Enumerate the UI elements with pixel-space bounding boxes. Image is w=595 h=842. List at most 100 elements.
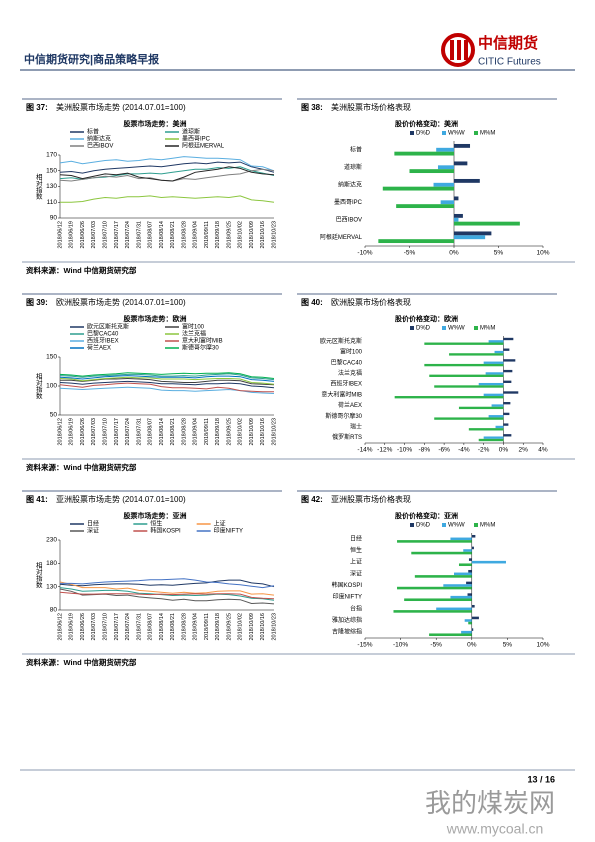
bar xyxy=(471,628,474,631)
series-line xyxy=(59,581,275,596)
bar xyxy=(458,563,472,567)
bar xyxy=(396,204,454,209)
x-tick-label: 2018/08/07 xyxy=(148,418,154,446)
y-tick-label: 180 xyxy=(46,560,57,567)
figure-label: 图 39: xyxy=(26,298,48,307)
x-tick-label: 2018/09/25 xyxy=(226,418,232,446)
bar xyxy=(468,558,472,561)
bar xyxy=(503,412,510,416)
y-axis-label: 相对指数 xyxy=(34,561,42,590)
bar xyxy=(488,340,504,343)
bar xyxy=(494,350,504,354)
legend-label: D%D xyxy=(416,523,431,529)
bar xyxy=(471,546,474,550)
bar xyxy=(468,621,472,625)
x-tick-label: 0% xyxy=(449,250,459,257)
y-tick-label: 台指 xyxy=(350,604,362,612)
figure-label: 图 38: xyxy=(301,103,323,112)
x-tick-label: 2018/08/28 xyxy=(181,418,187,446)
legend-swatch xyxy=(474,131,478,135)
legend-label: 日经 xyxy=(87,520,99,528)
y-tick-label: 巴西IBOV xyxy=(336,216,362,223)
watermark-url: www.mycoal.cn xyxy=(446,821,543,837)
x-tick-label: 2018/07/24 xyxy=(125,418,131,446)
y-tick-label: 阿根廷MERVAL xyxy=(320,233,363,241)
bar xyxy=(463,549,472,552)
y-axis-label: 相对指数 xyxy=(34,372,42,401)
figure-label: 图 40: xyxy=(301,298,323,307)
y-tick-label: 印度NIFTY xyxy=(333,593,362,601)
x-tick-label: 2018/08/14 xyxy=(159,418,165,446)
x-tick-label: 2018/09/04 xyxy=(193,613,199,641)
legend-label: D%D xyxy=(416,326,431,332)
figure-caption: 亚洲股票市场价格表现 xyxy=(331,494,411,504)
y-tick-label: 荷兰AEX xyxy=(338,401,362,409)
legend-label: 巴黎CAC40 xyxy=(87,330,119,338)
x-tick-label: 2018/06/19 xyxy=(69,418,75,446)
figure-label: 图 42: xyxy=(301,495,323,504)
bar xyxy=(434,385,504,388)
source: 资料来源：Wind 中信期货研究部 xyxy=(26,265,137,275)
x-tick-label: -2% xyxy=(478,447,490,454)
bar xyxy=(393,610,472,613)
bar xyxy=(483,393,504,397)
x-tick-label: -15% xyxy=(357,642,372,649)
x-tick-label: 2018/08/07 xyxy=(148,221,154,249)
x-tick-label: 2018/09/11 xyxy=(204,418,210,445)
x-tick-label: 2018/09/18 xyxy=(215,613,221,641)
legend-label: 深证 xyxy=(87,527,99,535)
y-tick-label: 80 xyxy=(50,607,58,614)
series-line xyxy=(59,372,275,379)
logo-cn: 中信期货 xyxy=(478,34,538,52)
x-tick-label: 2018/07/31 xyxy=(136,418,142,446)
x-tick-label: 2018/10/23 xyxy=(271,418,277,446)
x-tick-label: 2018/10/02 xyxy=(238,418,244,446)
x-tick-label: 2018/09/18 xyxy=(215,418,221,446)
x-tick-label: -5% xyxy=(404,250,416,257)
bar xyxy=(467,593,472,596)
legend-label: W%W xyxy=(448,523,465,529)
x-tick-label: 2018/08/14 xyxy=(159,221,165,249)
legend-label: 欧元区斯托克斯 xyxy=(87,323,129,331)
bar xyxy=(466,581,472,585)
legend-swatch xyxy=(474,523,478,527)
bar xyxy=(458,406,504,410)
y-tick-label: 西班牙IBEX xyxy=(330,380,362,388)
bar xyxy=(440,200,454,205)
x-tick-label: 2018/10/09 xyxy=(249,221,255,249)
source: 资料来源：Wind 中信期货研究部 xyxy=(26,657,137,667)
legend-label: D%D xyxy=(416,131,431,137)
y-tick-label: 上证 xyxy=(350,558,362,566)
series-line xyxy=(59,382,274,393)
x-tick-label: 2018/06/26 xyxy=(80,221,86,249)
x-tick-label: 10% xyxy=(536,250,549,257)
x-tick-label: 2% xyxy=(519,447,529,454)
bar xyxy=(471,534,476,538)
bar xyxy=(382,186,454,191)
y-tick-label: 50 xyxy=(50,412,58,419)
legend-label: 西班牙IBEX xyxy=(87,337,119,345)
bar xyxy=(503,391,519,394)
x-tick-label: 2018/07/17 xyxy=(114,418,120,446)
y-tick-label: 欧元区斯托克斯 xyxy=(320,337,362,345)
y-tick-label: 韩国KOSPI xyxy=(332,581,363,589)
x-tick-label: 2018/10/09 xyxy=(249,418,255,446)
x-tick-label: -6% xyxy=(438,447,450,454)
y-tick-label: 130 xyxy=(46,183,57,190)
legend-swatch xyxy=(442,326,446,330)
bar xyxy=(454,235,486,240)
y-tick-label: 道琼斯 xyxy=(344,163,362,171)
x-tick-label: 2018/07/10 xyxy=(103,221,109,249)
x-tick-label: 2018/09/04 xyxy=(193,221,199,249)
bar xyxy=(503,380,512,383)
x-tick-label: 2018/10/16 xyxy=(260,221,266,249)
x-tick-label: 2018/08/07 xyxy=(148,613,154,641)
bar xyxy=(454,572,472,576)
legend-label: 富时100 xyxy=(182,323,205,331)
x-tick-label: 5% xyxy=(503,642,513,649)
x-tick-label: -12% xyxy=(377,447,392,454)
y-tick-label: 巴黎CAC40 xyxy=(331,358,363,366)
y-tick-label: 110 xyxy=(47,199,58,206)
y-tick-label: 意大利富时MIB xyxy=(321,390,362,398)
bar xyxy=(454,231,492,236)
